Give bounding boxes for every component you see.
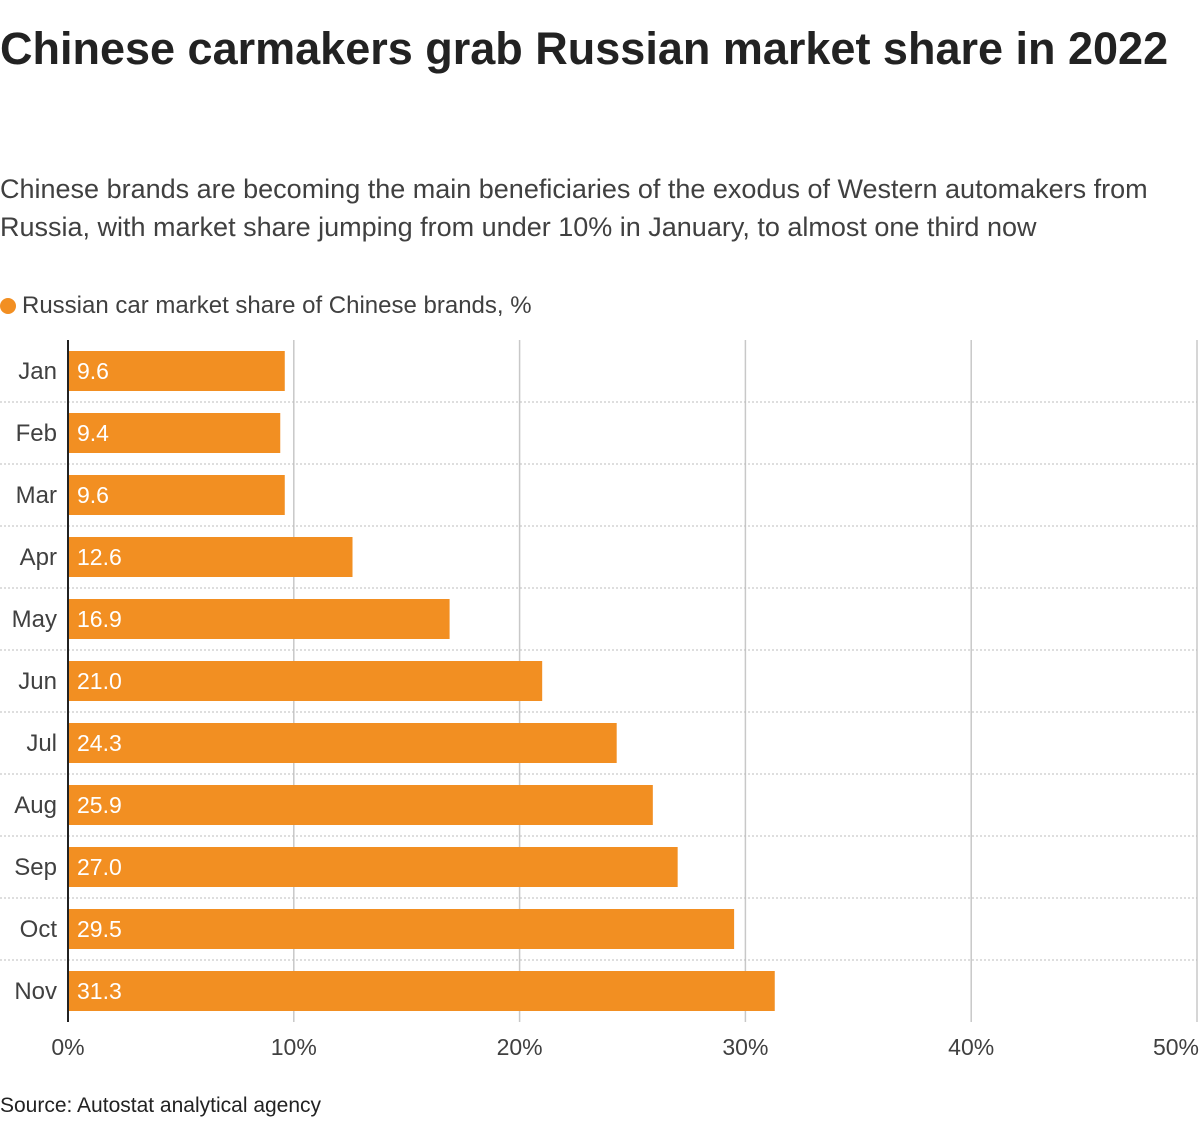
bar [68, 661, 543, 701]
data-label: 12.6 [77, 544, 122, 570]
x-tick-label: 40% [948, 1034, 994, 1060]
bar [68, 723, 617, 763]
bar [68, 785, 653, 825]
data-label: 9.4 [77, 420, 109, 446]
data-label: 25.9 [77, 792, 122, 818]
data-label: 31.3 [77, 978, 122, 1004]
data-label: 27.0 [77, 854, 122, 880]
bar [68, 475, 285, 515]
x-tick-label: 30% [722, 1034, 768, 1060]
data-label: 21.0 [77, 668, 122, 694]
category-label: Nov [14, 978, 57, 1005]
category-label: Sep [14, 854, 57, 881]
category-label: Oct [20, 916, 58, 943]
data-label: 24.3 [77, 730, 122, 756]
category-label: Jan [18, 358, 57, 385]
bar [68, 847, 678, 887]
bar [68, 971, 775, 1011]
category-label: May [12, 606, 57, 633]
bar [68, 537, 353, 577]
category-label: Aug [14, 792, 57, 819]
bar [68, 351, 285, 391]
x-tick-label: 20% [497, 1034, 543, 1060]
category-label: Mar [16, 482, 57, 509]
bar [68, 599, 450, 639]
data-label: 9.6 [77, 482, 109, 508]
data-label: 29.5 [77, 916, 122, 942]
bar [68, 909, 735, 949]
bar-chart: Jan 9.6 Feb 9.4 Mar 9.6 Apr 12.6 May 16.9 Jun 21.0 J… [0, 340, 1199, 1060]
x-tick-label: 0% [51, 1034, 84, 1060]
category-label: Feb [16, 420, 57, 447]
x-tick-label: 50% [1153, 1034, 1199, 1060]
category-label: Jul [26, 730, 57, 757]
chart-subtitle: Chinese brands are becoming the main ben… [0, 174, 1148, 242]
x-tick-label: 10% [271, 1034, 317, 1060]
source-note: Source: Autostat analytical agency [0, 1094, 322, 1117]
bar [68, 413, 281, 453]
chart-title: Chinese carmakers grab Russian market sh… [0, 23, 1169, 74]
category-label: Apr [20, 544, 57, 571]
data-label: 9.6 [77, 358, 109, 384]
data-label: 16.9 [77, 606, 122, 632]
category-label: Jun [18, 668, 57, 695]
legend: Russian car market share of Chinese bran… [0, 290, 532, 322]
legend-swatch [0, 298, 16, 314]
legend-label: Russian car market share of Chinese bran… [22, 292, 532, 319]
